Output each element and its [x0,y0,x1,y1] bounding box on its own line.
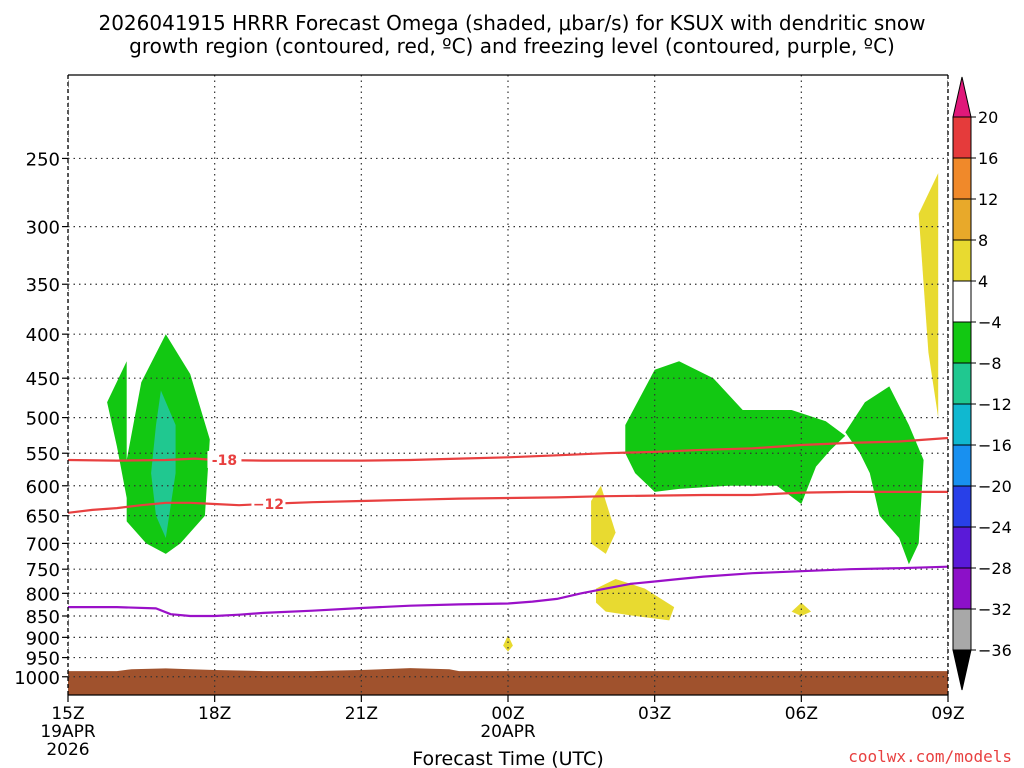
contour-line-1 [68,490,948,514]
plot-area: -18 −12 [68,75,948,695]
colorbar-bin-8 [952,444,972,487]
omega-region-6 [596,579,675,621]
terrain-fill [68,668,948,695]
colorbar-label-6: −8 [978,354,1002,373]
colorbar-label-1: 16 [978,149,998,168]
contour-line-2 [68,565,948,618]
y-tick-label-350: 350 [26,275,60,296]
colorbar-top-arrow [952,76,972,118]
colorbar-label-5: −4 [978,313,1002,332]
colorbar-bin-4 [952,280,972,323]
colorbar-label-10: −24 [978,518,1012,537]
x-tick-label-15Z: 15Z [51,704,84,724]
colorbar-label-13: −36 [978,641,1012,660]
colorbar-bin-0 [952,116,972,159]
y-tick-label-950: 950 [26,649,60,670]
omega-region-1 [151,390,176,538]
colorbar-bin-3 [952,239,972,282]
axes: 2503003504004505005506006507007508008509… [14,74,965,760]
colorbar-label-0: 20 [978,108,998,127]
x-tick-label-21Z: 21Z [345,704,378,724]
plot-clip-group: -18 −12 [68,75,948,695]
y-tick-label-700: 700 [26,534,60,555]
colorbar-label-7: −12 [978,395,1012,414]
y-tick-label-900: 900 [26,628,60,649]
y-tick-label-400: 400 [26,325,60,346]
colorbar-label-4: 4 [978,272,988,291]
x-tick-year-15Z: 2026 [46,740,89,760]
omega-region-8 [503,635,513,652]
y-tick-label-1000: 1000 [14,668,60,689]
y-tick-label-750: 750 [26,560,60,581]
y-tick-label-650: 650 [26,507,60,528]
y-tick-label-250: 250 [26,149,60,170]
colorbar-bin-11 [952,567,972,610]
y-tick-label-600: 600 [26,477,60,498]
colorbar-label-11: −28 [978,559,1012,578]
colorbar-bin-5 [952,321,972,364]
x-axis-title: Forecast Time (UTC) [412,748,603,768]
contour-label-0: -18 [212,453,237,469]
contour-label-1: −12 [253,497,284,513]
colorbar-label-9: −20 [978,477,1012,496]
chart-title-line-2: growth region (contoured, red, ºC) and f… [129,34,895,58]
colorbar-bottom-arrow [952,649,972,691]
x-tick-label-18Z: 18Z [198,704,231,724]
x-tick-label-09Z: 09Z [931,704,964,724]
y-tick-label-450: 450 [26,369,60,390]
colorbar-bin-9 [952,485,972,528]
y-tick-label-850: 850 [26,607,60,628]
watermark: coolwx.com/models [848,747,1012,766]
colorbar-bin-2 [952,198,972,241]
colorbar-bin-1 [952,157,972,200]
y-tick-label-800: 800 [26,584,60,605]
contour-label-bg-0 [207,450,242,468]
colorbar-label-8: −16 [978,436,1012,455]
y-tick-label-500: 500 [26,409,60,430]
x-tick-date-15Z: 19APR [40,722,96,742]
x-tick-date-00Z: 20APR [480,722,536,742]
colorbar-label-2: 12 [978,190,998,209]
x-tick-label-06Z: 06Z [785,704,818,724]
x-tick-label-00Z: 00Z [491,704,524,724]
omega-region-3 [845,386,924,565]
y-tick-label-300: 300 [26,218,60,239]
colorbar-label-3: 8 [978,231,988,250]
colorbar-bin-12 [952,608,972,651]
omega-region-2 [625,361,846,504]
x-tick-label-03Z: 03Z [638,704,671,724]
y-tick-label-550: 550 [26,444,60,465]
chart-title-line-1: 2026041915 HRRR Forecast Omega (shaded, … [98,11,925,35]
plot-background [68,75,948,695]
omega-region-4 [918,173,939,418]
colorbar: 20 16 12 8 4 −4 −8 −12 −16 −20 −24 −28 −32 −36 [952,76,1012,691]
colorbar-bin-10 [952,526,972,569]
colorbar-bin-6 [952,362,972,405]
contour-line-0 [68,436,948,462]
omega-region-5 [591,485,616,554]
contour-label-bg-1 [251,495,286,513]
colorbar-bin-7 [952,403,972,446]
colorbar-label-12: −32 [978,600,1012,619]
